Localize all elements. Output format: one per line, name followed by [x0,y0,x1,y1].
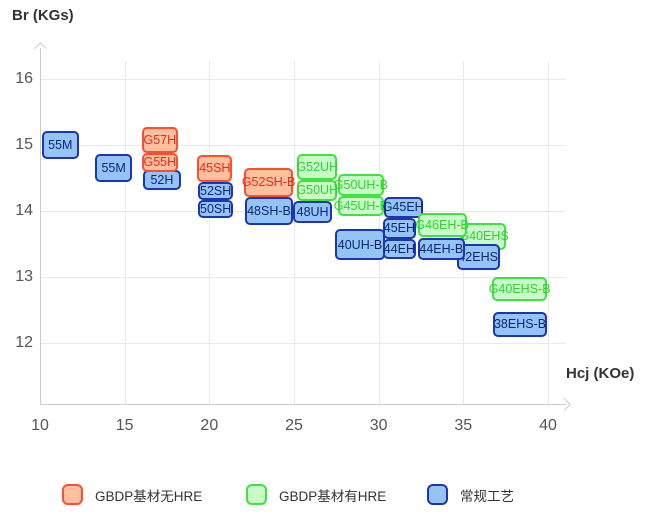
grade-box-38ehs-b: 38EHS-B [492,311,548,338]
grade-box-45eh: 45EH [382,217,416,239]
x-tick-label: 25 [285,417,303,434]
gridline [547,61,549,404]
grade-box-45sh: 45SH [197,154,233,182]
grade-box-55m: 55M [95,154,133,182]
x-tick-label: 10 [31,417,49,434]
legend-item-green[interactable]: GBDP基材有HRE [246,484,386,505]
gridline [40,343,566,344]
legend-label: GBDP基材无HRE [95,488,203,504]
x-axis-line [40,404,566,405]
x-axis-title: Hcj (KOe) [566,365,635,382]
y-tick-label: 16 [15,70,33,87]
gridline [209,61,211,404]
grade-box-52h: 52H [143,170,181,190]
grade-box-g46eh-b: G46EH-B [415,212,469,237]
y-tick-label: 13 [15,268,33,285]
legend-item-orange[interactable]: GBDP基材无HRE [62,484,202,505]
grade-box-48sh-b: 48SH-B [244,197,294,225]
gridline [40,79,566,80]
axis-arrow-up-icon [34,42,47,55]
gridline [124,61,126,404]
gridline [40,277,566,278]
y-axis-line [40,48,41,404]
grade-box-50sh: 50SH [198,199,234,219]
legend-item-blue[interactable]: 常规工艺 [427,484,514,505]
grade-box-44eh: 44EH [382,238,416,260]
y-axis-title: Br (KGs) [12,7,74,24]
y-tick-label: 14 [15,202,33,219]
grade-box-44eh-b: 44EH-B [417,238,465,260]
gridline [40,145,566,146]
x-tick-label: 40 [539,417,557,434]
grade-box-48uh: 48UH [293,201,333,223]
x-tick-label: 20 [200,417,219,434]
legend-label: 常规工艺 [460,488,514,504]
grade-box-40uh-b: 40UH-B [334,229,386,261]
grade-box-g52sh-b: G52SH-B [242,168,295,198]
grade-box-55m: 55M [41,131,79,159]
grade-box-g57h: G57H [141,127,178,153]
grade-box-g50uh-b: G50UH-B [334,174,388,196]
grade-box-g55h: G55H [141,152,178,173]
grade-box-g45uh-b: G45UH-B [334,195,388,217]
grade-box-52sh: 52SH [198,181,234,200]
x-tick-label: 30 [369,417,388,434]
grade-box-g52uh: G52UH [296,154,338,180]
gridline [293,61,295,404]
legend-swatch-blue [427,484,448,505]
legend-swatch-orange [62,484,83,505]
y-tick-label: 15 [15,136,33,153]
grade-box-g50uh: G50UH [296,179,338,202]
legend-label: GBDP基材有HRE [279,488,387,504]
axis-arrow-right-icon [558,398,571,411]
grade-box-g40ehs-b: G40EHS-B [489,277,551,301]
grade-box-g45eh: G45EH [383,197,424,218]
y-tick-label: 12 [15,334,33,351]
legend-swatch-green [246,484,267,505]
x-tick-label: 35 [454,417,473,434]
x-tick-label: 15 [115,417,134,434]
